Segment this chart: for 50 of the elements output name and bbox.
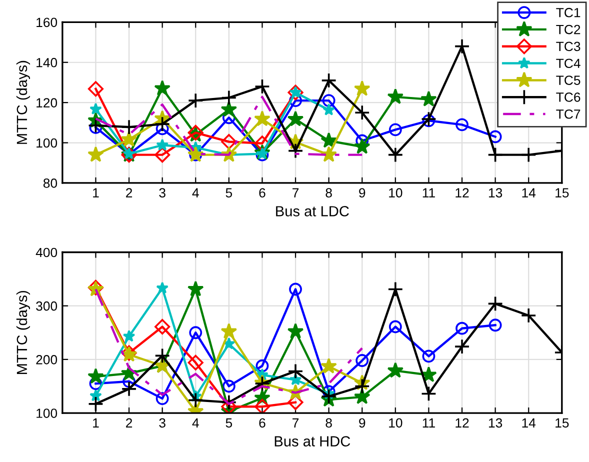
- x-tick-label: 10: [389, 188, 402, 198]
- y-tick-label: 80: [43, 178, 58, 188]
- x-tick-label: 1: [93, 418, 99, 428]
- x-tick-label: 9: [359, 418, 366, 428]
- x-tick-label: 6: [259, 418, 266, 428]
- y-tick-label: 200: [36, 355, 58, 364]
- legend-label: TC4: [556, 58, 580, 68]
- x-axis-title: Bus at LDC: [276, 206, 349, 216]
- x-tick-label: 9: [359, 188, 366, 198]
- x-tick-label: 8: [326, 418, 332, 428]
- x-tick-label: 3: [159, 418, 166, 428]
- legend-label: TC6: [556, 92, 580, 102]
- y-tick-label: 400: [36, 248, 58, 258]
- x-tick-label: 7: [292, 418, 299, 428]
- x-tick-label: 1: [93, 188, 99, 198]
- x-tick-label: 15: [556, 188, 569, 198]
- x-tick-label: 2: [126, 418, 132, 428]
- legend-label: TC3: [556, 42, 580, 52]
- x-tick-label: 4: [192, 188, 199, 198]
- legend-label: TC2: [556, 24, 580, 34]
- y-tick-label: 100: [36, 408, 58, 418]
- x-tick-label: 11: [422, 188, 435, 198]
- x-tick-label: 4: [192, 418, 199, 428]
- x-tick-label: 5: [226, 188, 232, 198]
- x-tick-label: 2: [126, 188, 132, 198]
- y-tick-label: 160: [36, 18, 58, 28]
- x-tick-label: 11: [422, 418, 435, 428]
- y-axis-title: MTTC (days): [16, 291, 30, 374]
- x-tick-label: 12: [456, 418, 469, 428]
- x-tick-label: 10: [389, 418, 402, 428]
- x-tick-label: 12: [456, 188, 469, 198]
- y-tick-label: 140: [36, 58, 58, 68]
- x-axis-title: Bus at HDC: [274, 436, 350, 446]
- x-tick-label: 13: [488, 418, 502, 428]
- legend-label: TC7: [556, 109, 580, 119]
- x-tick-label: 15: [556, 418, 569, 428]
- x-tick-label: 3: [159, 188, 166, 198]
- x-tick-label: 7: [292, 188, 299, 198]
- legend-label: TC1: [556, 8, 580, 18]
- y-tick-label: 300: [36, 301, 58, 311]
- x-tick-label: 6: [259, 188, 266, 198]
- x-tick-label: 5: [226, 418, 232, 428]
- x-tick-label: 13: [488, 188, 502, 198]
- x-tick-label: 14: [522, 418, 536, 428]
- y-axis-title: MTTC (days): [16, 60, 30, 144]
- y-tick-label: 100: [36, 138, 58, 148]
- x-tick-label: 8: [326, 188, 332, 198]
- legend-label: TC5: [556, 76, 580, 85]
- y-tick-label: 120: [36, 98, 58, 108]
- x-tick-label: 14: [522, 188, 536, 198]
